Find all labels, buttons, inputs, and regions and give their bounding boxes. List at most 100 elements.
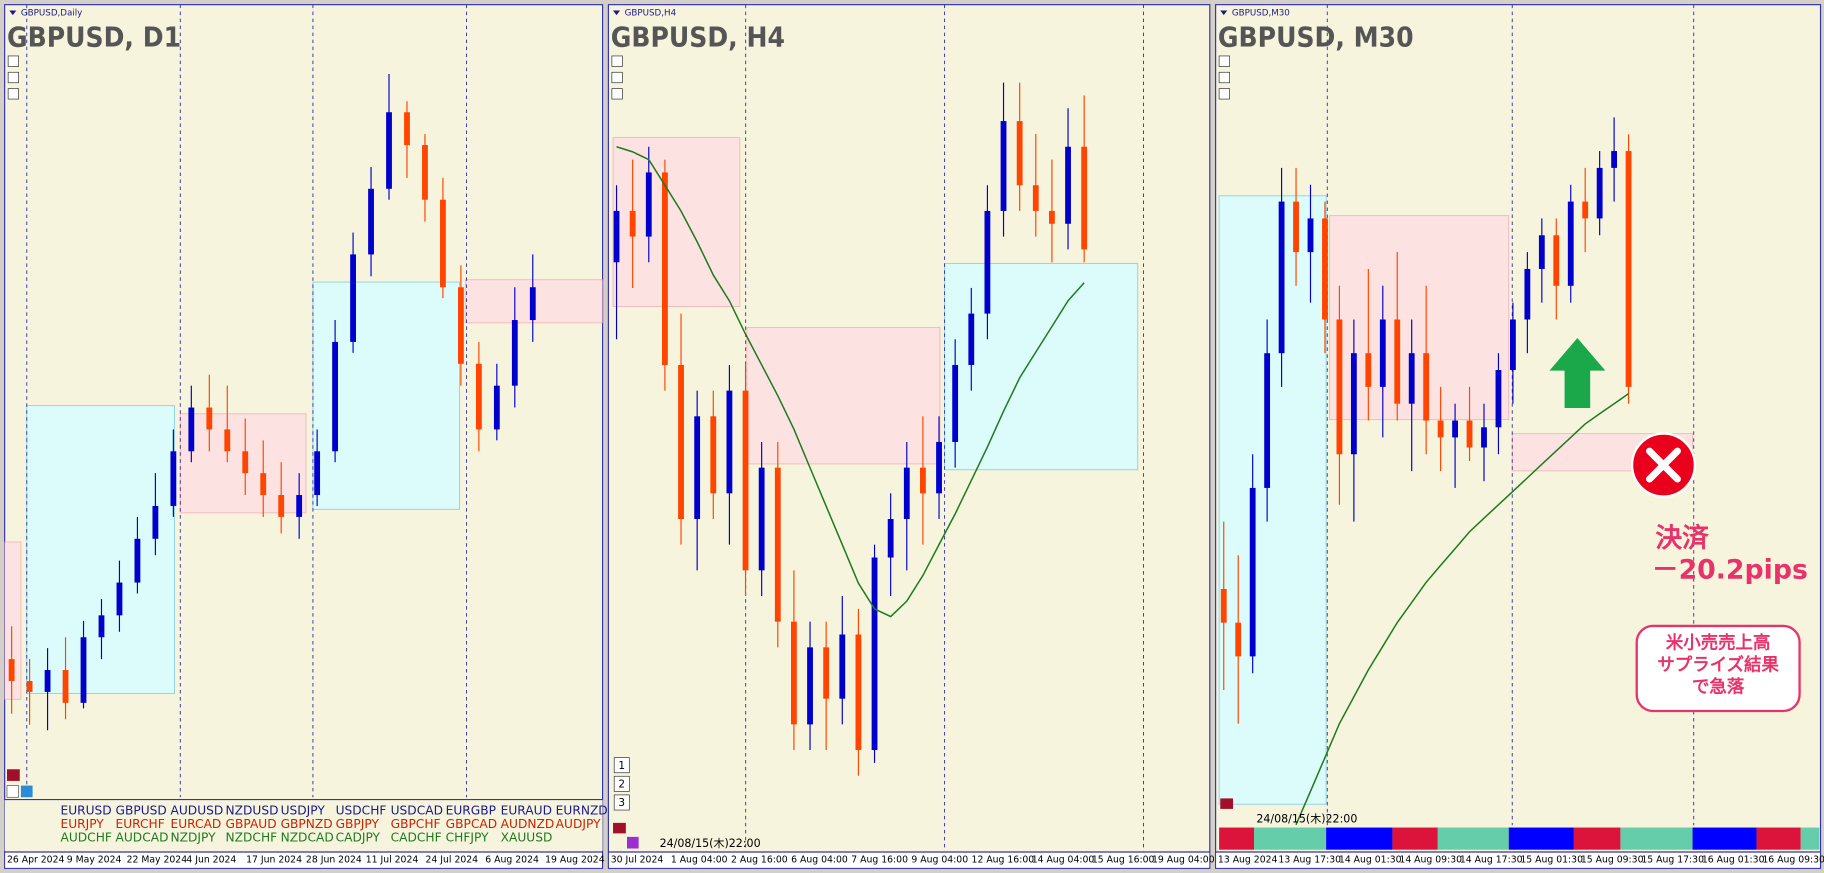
scale-button[interactable]	[7, 88, 19, 100]
symbol-link[interactable]: EURNZD	[556, 804, 608, 818]
candle-body	[661, 172, 668, 365]
symbol-link[interactable]: XAUUSD	[501, 831, 553, 845]
zone	[1218, 195, 1327, 805]
candle-body	[224, 429, 231, 452]
candle-body	[1394, 319, 1401, 404]
symbol-link[interactable]: CADCHF	[391, 831, 442, 845]
candle-body	[1510, 319, 1516, 371]
callout-line: 米小売売上高	[1666, 632, 1771, 653]
candle-body	[332, 341, 339, 452]
candle-body	[1524, 268, 1531, 320]
zoom-button-label[interactable]: 1	[618, 760, 625, 772]
window-title: GBPUSD,Daily	[21, 8, 82, 18]
icon	[6, 785, 19, 798]
candle-body	[1538, 235, 1545, 269]
symbol-link[interactable]: AUDCHF	[60, 831, 111, 845]
moving-average	[616, 146, 1085, 618]
symbol-link[interactable]: NZDUSD	[226, 804, 279, 818]
candle-body	[645, 172, 652, 237]
candle-body	[791, 621, 797, 725]
window-title: GBPUSD,H4	[625, 8, 677, 18]
close-icon-x	[1646, 447, 1681, 483]
candle-body	[920, 467, 926, 494]
zoom-button[interactable]	[613, 794, 630, 811]
candle-body	[839, 634, 846, 699]
candle-body	[1322, 218, 1328, 320]
x-tick-label: 28 Jun 2024	[306, 855, 362, 866]
symbol-link[interactable]: GBPUSD	[116, 804, 167, 818]
icon	[627, 836, 639, 849]
scale-button[interactable]	[611, 71, 623, 84]
symbol-link[interactable]: GBPJPY	[336, 817, 380, 831]
candle-body	[1466, 420, 1473, 448]
symbol-link[interactable]: GBPAUD	[226, 817, 277, 831]
symbol-link[interactable]: CADJPY	[336, 831, 381, 845]
moving-average	[1295, 392, 1630, 826]
x-tick-label: 15 Aug 09:30	[1581, 855, 1644, 866]
symbol-link[interactable]: GBPCHF	[391, 817, 441, 831]
scale-button[interactable]	[1218, 88, 1230, 100]
symbol-link[interactable]: AUDJPY	[556, 817, 601, 831]
x-tick-label: 24 Jul 2024	[426, 855, 479, 866]
candle-body	[1307, 218, 1314, 253]
symbol-link[interactable]: EURGBP	[446, 804, 496, 818]
candle-body	[1567, 201, 1574, 286]
symbol-link[interactable]: USDJPY	[281, 804, 326, 818]
symbol-link[interactable]: NZDJPY	[171, 831, 217, 845]
window-menu-arrow	[9, 10, 17, 16]
symbol-link[interactable]: EURAUD	[501, 804, 552, 818]
candle-body	[1423, 353, 1430, 421]
session-strip	[1573, 827, 1621, 850]
candle-body	[1379, 319, 1386, 387]
pips-label: －20.2pips	[1652, 555, 1808, 586]
candle-body	[710, 416, 717, 494]
symbol-link[interactable]: CHFJPY	[446, 831, 489, 845]
candle-body	[1582, 201, 1589, 219]
x-tick-label: 9 May 2024	[67, 855, 122, 866]
candle-body	[694, 416, 701, 519]
symbol-link[interactable]: AUDUSD	[171, 804, 224, 818]
symbol-link[interactable]: USDCAD	[391, 804, 443, 818]
plot	[1218, 4, 1695, 826]
symbol-link[interactable]: NZDCHF	[226, 831, 278, 845]
symbol-link[interactable]: EURJPY	[60, 817, 104, 831]
candle-body	[1481, 427, 1487, 448]
scale-button[interactable]	[611, 88, 623, 100]
candle-body	[1553, 235, 1560, 286]
symbol-link[interactable]: GBPCAD	[446, 817, 497, 831]
scale-button[interactable]	[7, 55, 19, 67]
scale-button[interactable]	[1218, 71, 1230, 84]
candle-body	[206, 407, 213, 430]
zoom-button-label[interactable]: 2	[618, 778, 625, 790]
symbol-link[interactable]: NZDCAD	[281, 831, 334, 845]
x-tick-label: 4 Jun 2024	[186, 855, 236, 866]
symbol-link[interactable]: EURCHF	[116, 817, 165, 831]
candle-body	[404, 112, 410, 146]
symbol-link[interactable]: EURCAD	[171, 817, 222, 831]
zoom-button[interactable]	[613, 775, 630, 792]
symbol-link[interactable]: USDCHF	[336, 804, 387, 818]
symbol-link[interactable]: GBPNZD	[281, 817, 333, 831]
zone	[26, 405, 175, 694]
x-tick-label: 1 Aug 04:00	[671, 855, 728, 866]
zoom-button[interactable]	[613, 757, 630, 774]
scale-button[interactable]	[7, 71, 19, 84]
x-tick-label: 12 Aug 16:00	[972, 855, 1035, 866]
candle-body	[314, 451, 321, 496]
x-tick-label: 30 Jul 2024	[611, 855, 664, 866]
zoom-button-label[interactable]: 3	[618, 797, 625, 809]
session-strip	[1756, 827, 1801, 850]
scale-button[interactable]	[611, 55, 623, 67]
candle-body	[1495, 370, 1502, 428]
candle-body	[807, 647, 813, 725]
symbol-link[interactable]: EURUSD	[60, 804, 111, 818]
symbol-link[interactable]: AUDNZD	[501, 817, 555, 831]
x-tick-label: 14 Aug 04:00	[1032, 855, 1095, 866]
scale-button[interactable]	[1218, 55, 1230, 67]
symbol-link[interactable]: AUDCAD	[116, 831, 169, 845]
plot	[612, 4, 1144, 851]
candle-body	[44, 670, 51, 692]
candle-body	[613, 210, 620, 263]
plot	[4, 4, 603, 798]
